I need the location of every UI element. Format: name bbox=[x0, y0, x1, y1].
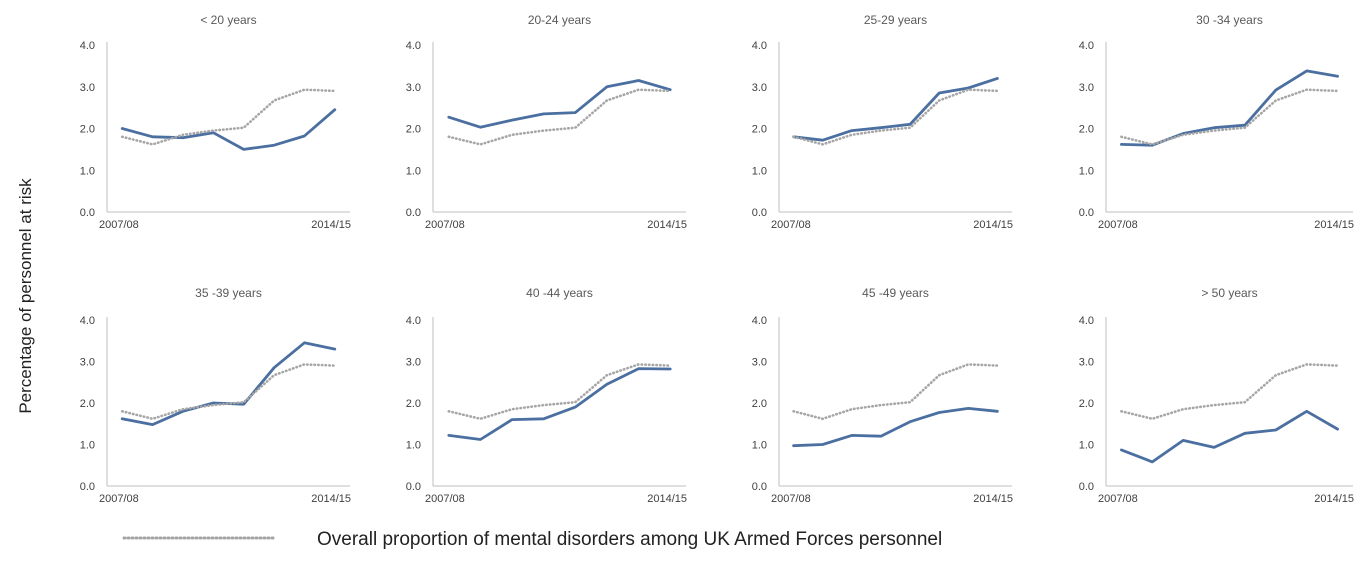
x-tick-label-end: 2014/15 bbox=[973, 493, 1013, 505]
y-tick-label: 3.0 bbox=[406, 82, 421, 94]
overall-series-line bbox=[120, 88, 337, 146]
panel-8: > 50 years 0.0 1.0 2.0 3.0 4.0 2007/08 2014/15 bbox=[1079, 286, 1354, 505]
y-tick-label: 4.0 bbox=[752, 40, 767, 52]
y-tick-label: 1.0 bbox=[80, 440, 95, 452]
x-tick-label-end: 2014/15 bbox=[1314, 219, 1354, 231]
y-tick-label: 1.0 bbox=[752, 440, 767, 452]
panel-title: 30 -34 years bbox=[1196, 13, 1263, 27]
y-tick-label: 3.0 bbox=[752, 357, 767, 369]
x-tick-label-end: 2014/15 bbox=[647, 219, 687, 231]
age-group-series-line bbox=[792, 77, 999, 142]
y-tick-label: 4.0 bbox=[1079, 315, 1094, 327]
y-tick-label: 2.0 bbox=[752, 124, 767, 136]
y-tick-label: 3.0 bbox=[1079, 82, 1094, 94]
age-group-series-line bbox=[1120, 409, 1339, 464]
panel-title: 25-29 years bbox=[864, 13, 927, 27]
y-tick-label: 0.0 bbox=[80, 207, 95, 219]
panel-3: 25-29 years 0.0 1.0 2.0 3.0 4.0 2007/08 2014/15 bbox=[752, 13, 1013, 231]
y-axis-label: Percentage of personnel at risk bbox=[16, 178, 35, 414]
y-tick-label: 1.0 bbox=[80, 165, 95, 177]
x-tick-label-start: 2007/08 bbox=[771, 219, 811, 231]
y-tick-label: 0.0 bbox=[752, 207, 767, 219]
age-group-series-line bbox=[1120, 69, 1339, 147]
age-group-series-line bbox=[792, 406, 999, 448]
panel-1: < 20 years 0.0 1.0 2.0 3.0 4.0 2007/08 2014/15 bbox=[80, 13, 351, 231]
y-tick-label: 0.0 bbox=[752, 481, 767, 493]
y-tick-label: 2.0 bbox=[752, 398, 767, 410]
y-tick-label: 3.0 bbox=[1079, 357, 1094, 369]
y-tick-label: 2.0 bbox=[80, 124, 95, 136]
panel-title: > 50 years bbox=[1201, 286, 1257, 300]
y-tick-label: 3.0 bbox=[80, 82, 95, 94]
age-group-series-line bbox=[447, 367, 672, 441]
y-tick-label: 4.0 bbox=[406, 40, 421, 52]
y-tick-label: 4.0 bbox=[752, 315, 767, 327]
x-tick-label-start: 2007/08 bbox=[771, 493, 811, 505]
x-tick-label-end: 2014/15 bbox=[973, 219, 1013, 231]
age-group-series-line bbox=[447, 79, 672, 129]
y-tick-label: 0.0 bbox=[406, 207, 421, 219]
y-tick-label: 1.0 bbox=[1079, 165, 1094, 177]
y-tick-label: 1.0 bbox=[1079, 440, 1094, 452]
y-tick-label: 2.0 bbox=[80, 398, 95, 410]
y-tick-label: 2.0 bbox=[1079, 398, 1094, 410]
y-tick-label: 4.0 bbox=[80, 40, 95, 52]
panel-title: 20-24 years bbox=[528, 13, 591, 27]
panel-title: 35 -39 years bbox=[195, 286, 262, 300]
y-tick-label: 0.0 bbox=[1079, 481, 1094, 493]
panel-5: 35 -39 years 0.0 1.0 2.0 3.0 4.0 2007/08 2014/1… bbox=[80, 286, 351, 505]
y-tick-label: 1.0 bbox=[406, 165, 421, 177]
x-tick-label-end: 2014/15 bbox=[1314, 493, 1354, 505]
panel-2: 20-24 years 0.0 1.0 2.0 3.0 4.0 2007/08 2014/15 bbox=[406, 13, 687, 231]
panel-6: 40 -44 years 0.0 1.0 2.0 3.0 4.0 2007/08 2014/1… bbox=[406, 286, 687, 505]
panel-title: 45 -49 years bbox=[862, 286, 929, 300]
overall-series-line bbox=[792, 88, 999, 146]
y-tick-label: 2.0 bbox=[406, 124, 421, 136]
y-tick-label: 4.0 bbox=[80, 315, 95, 327]
overall-series-line bbox=[1120, 363, 1339, 421]
overall-series-line bbox=[792, 363, 999, 421]
y-tick-label: 3.0 bbox=[752, 82, 767, 94]
legend: Overall proportion of mental disorders a… bbox=[122, 529, 942, 550]
y-tick-label: 2.0 bbox=[406, 398, 421, 410]
x-tick-label-end: 2014/15 bbox=[311, 493, 351, 505]
y-tick-label: 4.0 bbox=[1079, 40, 1094, 52]
x-tick-label-end: 2014/15 bbox=[311, 219, 351, 231]
y-tick-label: 0.0 bbox=[406, 481, 421, 493]
y-tick-label: 1.0 bbox=[406, 440, 421, 452]
x-tick-label-start: 2007/08 bbox=[1098, 493, 1138, 505]
panel-4: 30 -34 years 0.0 1.0 2.0 3.0 4.0 2007/08 2014/1… bbox=[1079, 13, 1354, 231]
panel-7: 45 -49 years 0.0 1.0 2.0 3.0 4.0 2007/08 2014/1… bbox=[752, 286, 1013, 505]
overall-series-line bbox=[447, 363, 672, 421]
x-tick-label-start: 2007/08 bbox=[1098, 219, 1138, 231]
panel-title: < 20 years bbox=[200, 13, 256, 27]
overall-series-line bbox=[120, 363, 337, 421]
overall-series-line bbox=[1120, 88, 1339, 146]
x-tick-label-start: 2007/08 bbox=[425, 219, 465, 231]
y-tick-label: 3.0 bbox=[80, 357, 95, 369]
age-group-series-line bbox=[120, 108, 337, 151]
x-tick-label-start: 2007/08 bbox=[99, 219, 139, 231]
overall-series-line bbox=[447, 88, 672, 146]
y-tick-label: 2.0 bbox=[1079, 124, 1094, 136]
x-tick-label-start: 2007/08 bbox=[99, 493, 139, 505]
panel-title: 40 -44 years bbox=[526, 286, 593, 300]
y-tick-label: 0.0 bbox=[1079, 207, 1094, 219]
y-tick-label: 4.0 bbox=[406, 315, 421, 327]
x-tick-label-start: 2007/08 bbox=[425, 493, 465, 505]
y-tick-label: 0.0 bbox=[80, 481, 95, 493]
legend-label: Overall proportion of mental disorders a… bbox=[317, 529, 942, 550]
y-tick-label: 3.0 bbox=[406, 357, 421, 369]
x-tick-label-end: 2014/15 bbox=[647, 493, 687, 505]
y-tick-label: 1.0 bbox=[752, 165, 767, 177]
age-group-series-line bbox=[120, 341, 337, 427]
